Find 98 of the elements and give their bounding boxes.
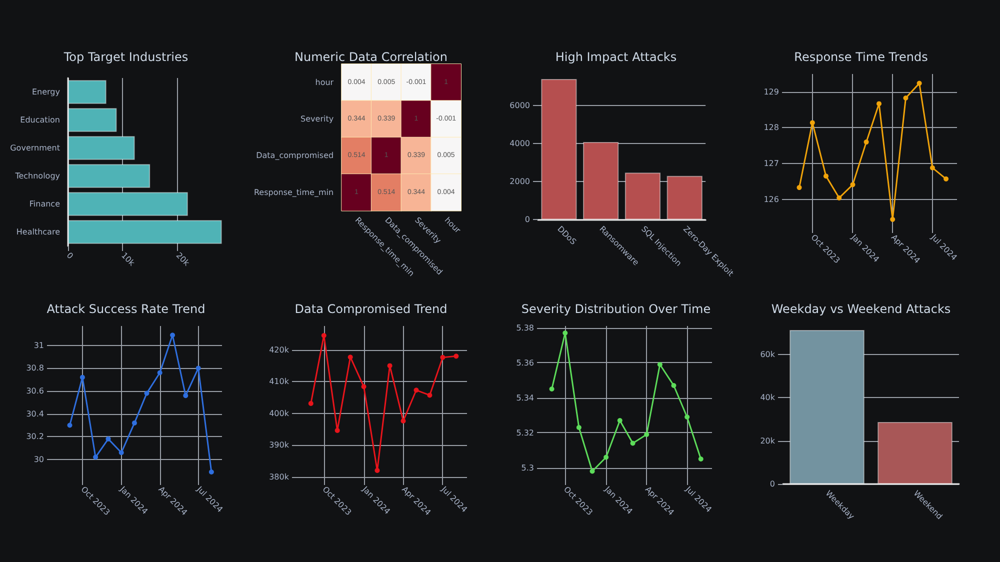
point xyxy=(361,384,366,390)
point xyxy=(106,436,111,442)
x-tick-label: 10k xyxy=(120,250,137,268)
y-tick-label: Response_time_min xyxy=(254,188,334,197)
point xyxy=(671,383,676,388)
point xyxy=(334,428,340,433)
point xyxy=(440,354,446,360)
y-tick-label: Education xyxy=(20,116,60,124)
y-tick-label: 60k xyxy=(760,350,776,359)
x-tick-label: 0 xyxy=(64,250,75,261)
y-tick-label: 31 xyxy=(34,340,44,350)
point xyxy=(644,432,650,437)
y-tick-label: 5.34 xyxy=(516,393,534,402)
chart-title: Weekday vs Weekend Attacks xyxy=(771,302,951,316)
y-tick-label: 20k xyxy=(760,436,776,446)
point xyxy=(321,333,326,338)
y-tick-label: 30 xyxy=(34,454,44,464)
point xyxy=(454,354,459,359)
point xyxy=(630,440,636,446)
point xyxy=(170,332,176,338)
y-tick-label: 5.32 xyxy=(516,428,534,438)
y-tick-label: hour xyxy=(315,78,334,87)
y-tick-label: 2000 xyxy=(510,177,530,186)
y-tick-label: 390k xyxy=(269,440,290,450)
chart-title: Top Target Industries xyxy=(62,50,188,64)
point xyxy=(67,422,72,428)
y-tick-label: Healthcare xyxy=(16,228,60,236)
y-tick-label: 420k xyxy=(269,345,290,354)
y-tick-label: 6000 xyxy=(510,101,530,110)
point xyxy=(698,456,704,462)
chart-title: High Impact Attacks xyxy=(555,50,677,64)
point xyxy=(810,120,815,126)
y-tick-label: 30.6 xyxy=(26,386,44,396)
point xyxy=(93,454,98,460)
point xyxy=(427,392,432,398)
point xyxy=(387,363,392,368)
bar xyxy=(541,78,577,220)
point xyxy=(183,393,188,398)
point xyxy=(604,454,609,460)
point xyxy=(400,418,406,424)
point xyxy=(414,388,419,393)
point xyxy=(916,80,922,86)
y-tick-label: 128 xyxy=(764,123,779,132)
y-tick-label: Government xyxy=(10,144,60,152)
chart-title: Numeric Data Correlation xyxy=(294,50,448,64)
bar xyxy=(666,176,702,220)
point xyxy=(80,374,85,380)
point xyxy=(562,330,568,336)
point xyxy=(157,370,162,376)
y-tick-label: Finance xyxy=(29,200,60,208)
point xyxy=(132,420,137,426)
point xyxy=(308,400,314,406)
y-tick-label: 30.8 xyxy=(26,364,44,373)
point xyxy=(657,362,662,367)
point xyxy=(930,165,935,170)
point xyxy=(208,470,214,475)
point xyxy=(890,216,896,222)
y-tick-label: Severity xyxy=(300,114,334,124)
point xyxy=(617,418,622,423)
chart-title: Severity Distribution Over Time xyxy=(521,302,711,316)
chart-title: Attack Success Rate Trend xyxy=(46,302,206,316)
point xyxy=(196,366,201,371)
point xyxy=(796,185,802,190)
y-tick-label: 129 xyxy=(764,87,779,96)
y-tick-label: Technology xyxy=(14,172,60,180)
chart-title: Response Time Trends xyxy=(794,50,928,64)
chart-title: Data Compromised Trend xyxy=(294,302,448,316)
y-tick-label: 4000 xyxy=(510,139,530,148)
y-tick-label: Data_compromised xyxy=(256,151,334,160)
point xyxy=(576,425,582,430)
point xyxy=(590,468,595,474)
y-tick-label: 5.3 xyxy=(521,463,534,472)
point xyxy=(903,95,908,100)
bar xyxy=(624,172,661,220)
y-tick-label: 410k xyxy=(269,377,290,386)
point xyxy=(876,101,882,106)
point xyxy=(144,390,150,396)
point xyxy=(944,176,949,182)
y-tick-label: 5.36 xyxy=(516,358,534,368)
y-tick-label: 400k xyxy=(269,408,290,418)
y-tick-label: 380k xyxy=(269,472,290,482)
y-tick-label: 5.38 xyxy=(516,323,534,332)
y-tick-label: 30.2 xyxy=(26,432,44,442)
point xyxy=(374,468,380,473)
y-tick-label: 126 xyxy=(764,194,779,204)
point xyxy=(836,195,842,200)
bar xyxy=(583,142,619,220)
y-tick-label: Energy xyxy=(32,88,60,96)
y-tick-label: 40k xyxy=(760,393,776,402)
point xyxy=(824,174,828,179)
point xyxy=(118,450,124,456)
point xyxy=(850,182,856,188)
point xyxy=(348,354,353,360)
point xyxy=(684,414,690,420)
point xyxy=(864,140,869,145)
y-tick-label: 127 xyxy=(764,159,779,168)
point xyxy=(549,386,554,392)
y-tick-label: 30.4 xyxy=(26,409,44,418)
